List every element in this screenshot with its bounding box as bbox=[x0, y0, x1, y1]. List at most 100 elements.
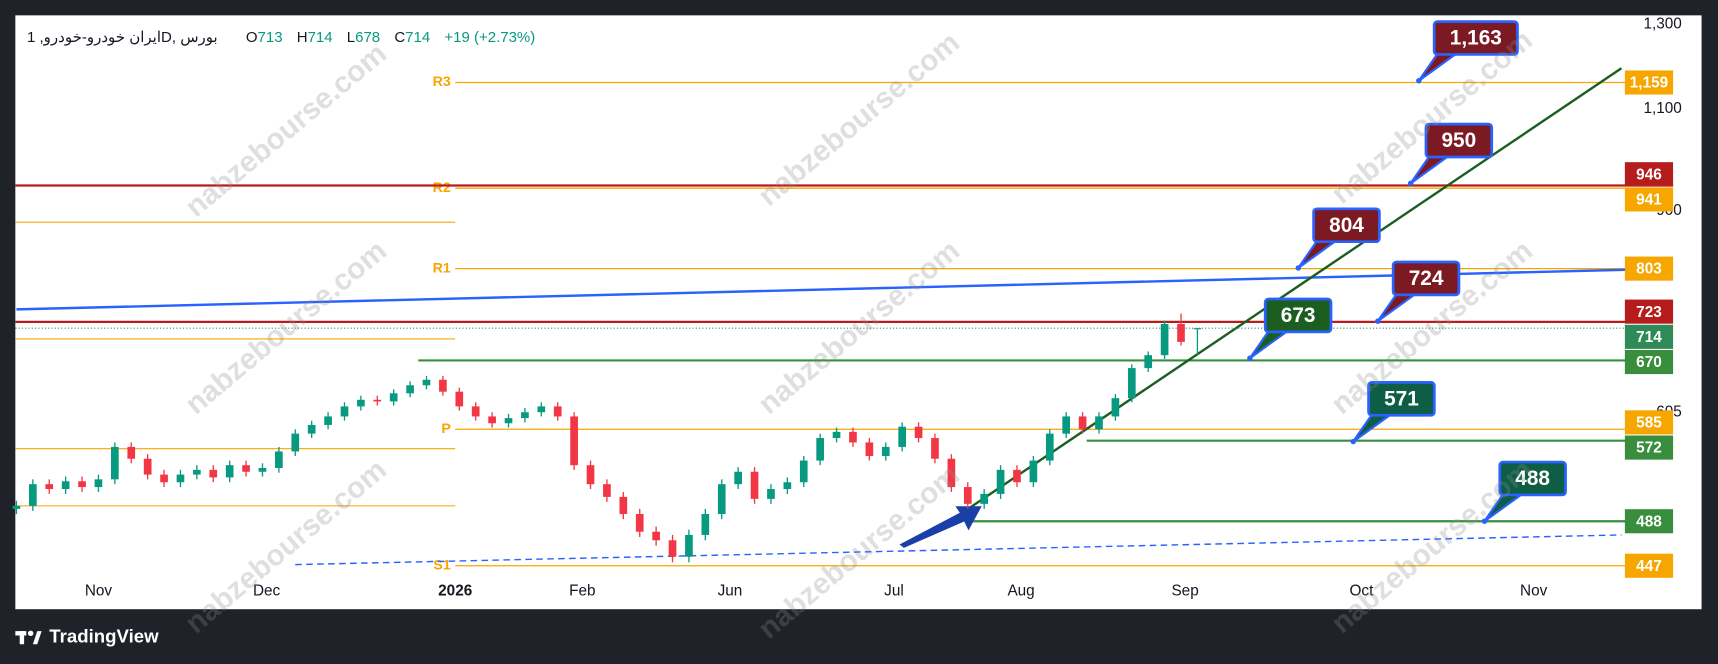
ohlc-key: L bbox=[346, 29, 356, 46]
candle-body bbox=[1095, 416, 1103, 430]
price-label-box bbox=[1624, 349, 1674, 375]
price-label: 941 bbox=[1636, 192, 1662, 209]
candle-body bbox=[291, 433, 300, 452]
price-label: 447 bbox=[1636, 558, 1662, 575]
brand-name: TradingView bbox=[49, 626, 159, 647]
candle-body bbox=[603, 484, 611, 497]
price-label-box bbox=[1624, 553, 1674, 578]
candle-body bbox=[963, 487, 972, 504]
candle-body bbox=[373, 399, 382, 402]
candle-body bbox=[406, 385, 414, 394]
candle-body bbox=[816, 438, 824, 461]
price-label-box bbox=[1624, 324, 1674, 349]
x-tick-label: Oct bbox=[1350, 583, 1375, 600]
candle-body bbox=[324, 416, 332, 425]
candle-body bbox=[12, 505, 21, 509]
candle-body bbox=[94, 479, 103, 488]
candle-body bbox=[143, 458, 152, 475]
callout-anchor bbox=[1416, 77, 1422, 84]
callout-label: 724 bbox=[1409, 267, 1444, 290]
candle-body bbox=[947, 458, 956, 488]
price-label: 488 bbox=[1636, 513, 1662, 530]
callout-anchor bbox=[1247, 355, 1253, 361]
candle-body bbox=[865, 442, 874, 456]
candle-body bbox=[307, 424, 316, 434]
symbol-header: ایران خودرو-خودرو, 1D, بورس O713 H714 L6… bbox=[27, 28, 535, 46]
candle-body bbox=[586, 465, 595, 485]
ohlc-key: O bbox=[245, 29, 258, 46]
x-tick-label: Sep bbox=[1171, 583, 1198, 600]
price-label-box bbox=[1624, 509, 1674, 534]
candle-body bbox=[931, 438, 939, 459]
price-label: 714 bbox=[1636, 329, 1662, 346]
candle-body bbox=[1127, 368, 1136, 399]
candle-body bbox=[570, 416, 578, 466]
candle-body bbox=[176, 474, 185, 483]
callout-anchor bbox=[1350, 438, 1356, 445]
x-tick-label: Dec bbox=[253, 583, 281, 600]
y-tick-label: 1,100 bbox=[1643, 100, 1681, 117]
callout-box bbox=[1367, 381, 1436, 417]
ohlc-key: H bbox=[296, 29, 308, 46]
candle-body bbox=[1045, 433, 1054, 461]
candle-body bbox=[783, 482, 792, 490]
callout-label: 1,163 bbox=[1450, 27, 1502, 50]
x-tick-label: Jun bbox=[718, 583, 743, 600]
price-label: 803 bbox=[1636, 261, 1662, 278]
candle-body bbox=[652, 531, 660, 541]
callout-anchor bbox=[1407, 180, 1414, 187]
candle-body bbox=[1062, 416, 1071, 434]
callout-label: 571 bbox=[1384, 387, 1419, 410]
price-label: 946 bbox=[1636, 166, 1662, 183]
candle-body bbox=[668, 540, 677, 557]
candle-body bbox=[127, 446, 136, 459]
chart-background bbox=[15, 15, 1702, 610]
price-label: 1,159 bbox=[1630, 75, 1668, 92]
candle-body bbox=[767, 489, 775, 499]
pivot-label: R1 bbox=[433, 260, 451, 276]
price-label-box bbox=[1624, 70, 1674, 95]
callout-box bbox=[1312, 207, 1381, 244]
price-label: 585 bbox=[1636, 415, 1662, 432]
candle-body bbox=[849, 431, 857, 443]
candle-body bbox=[635, 514, 644, 532]
candle-body bbox=[553, 406, 562, 417]
candle-body bbox=[111, 446, 119, 480]
candle-body bbox=[78, 481, 86, 488]
candle-body bbox=[439, 379, 447, 392]
callout-box bbox=[1424, 122, 1494, 159]
x-tick-label: Nov bbox=[1520, 583, 1548, 600]
candle-body bbox=[488, 416, 496, 424]
change: +19 (+2.73%) bbox=[444, 29, 536, 46]
candle-body bbox=[799, 460, 808, 483]
candle-body bbox=[1078, 416, 1087, 430]
candle-body bbox=[471, 406, 480, 417]
price-label-box bbox=[1624, 410, 1674, 435]
candle-body bbox=[504, 418, 513, 424]
candle-body bbox=[898, 426, 906, 447]
arrow bbox=[899, 506, 982, 548]
brand-logo bbox=[15, 630, 42, 645]
price-label-box bbox=[1624, 299, 1674, 324]
x-tick-label: Jul bbox=[884, 583, 904, 600]
trendline bbox=[961, 67, 1623, 514]
candle-body bbox=[61, 481, 70, 490]
price-label-box bbox=[1624, 256, 1674, 281]
candle-body bbox=[701, 514, 710, 535]
candle-body bbox=[717, 484, 726, 515]
callout-box bbox=[1498, 460, 1567, 497]
candle-body bbox=[750, 471, 759, 499]
candle-body bbox=[340, 406, 349, 417]
candle-body bbox=[537, 406, 546, 413]
pivot-label: S1 bbox=[433, 558, 450, 574]
candle-body bbox=[422, 379, 431, 386]
price-label-box bbox=[1624, 162, 1674, 187]
callout-box bbox=[1263, 297, 1333, 334]
x-tick-label: Feb bbox=[569, 583, 595, 600]
candle-body bbox=[521, 412, 529, 419]
x-tick-label: 2026 bbox=[438, 583, 472, 600]
candle-body bbox=[1144, 355, 1153, 369]
candle-body bbox=[980, 493, 989, 504]
candle-body bbox=[258, 467, 267, 472]
